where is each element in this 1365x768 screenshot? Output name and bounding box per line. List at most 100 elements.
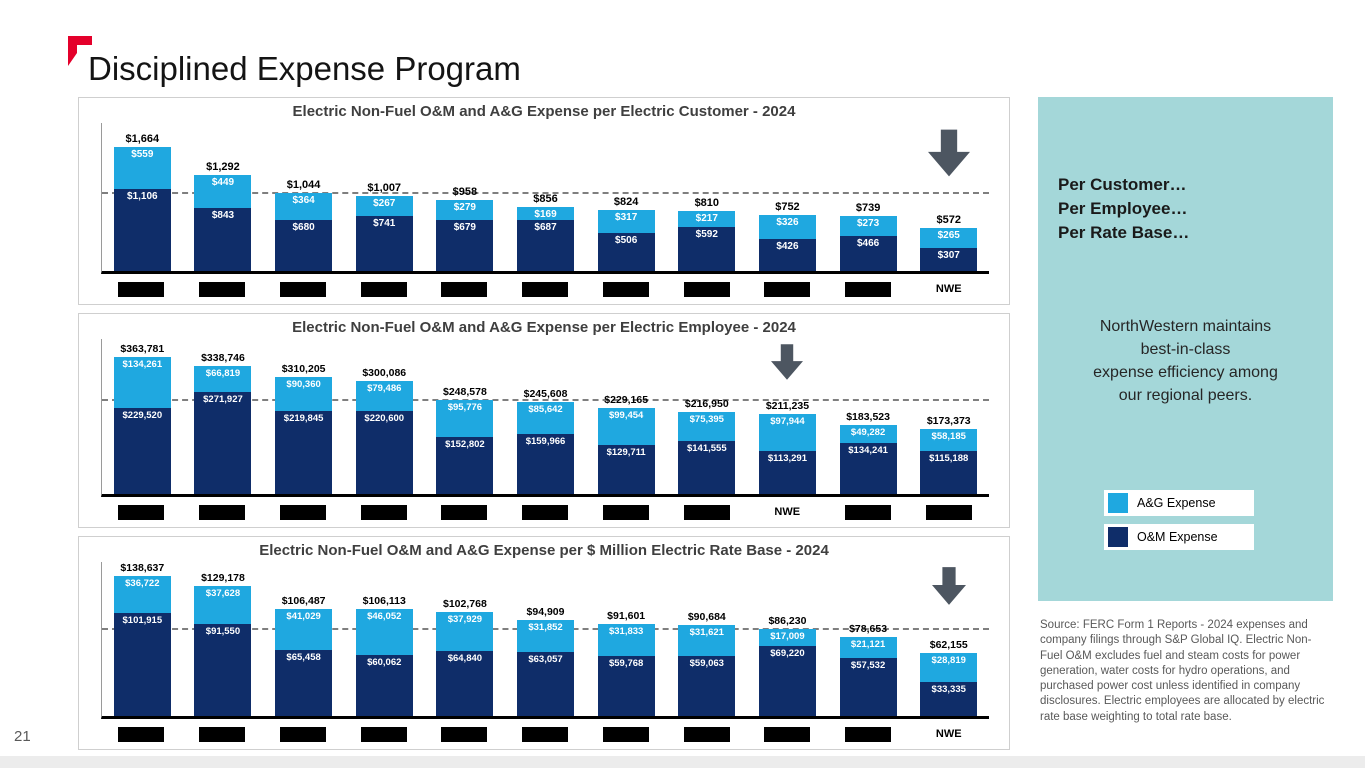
plot-area-per-rate-base: $138,637 $36,722 $101,915 $129,178 $37,628 $9… — [101, 562, 989, 719]
x-axis-cell — [101, 281, 182, 297]
om-value-label: $307 — [937, 250, 960, 262]
bar-total-label: $310,205 — [281, 363, 326, 376]
stacked-bar: $273 $466 — [839, 216, 897, 271]
benchmark-dashed-line — [102, 399, 989, 402]
bar-total-label: $62,155 — [929, 639, 968, 652]
x-axis-labels-per-rate-base: NWE — [101, 719, 989, 749]
bar-total-label: $106,113 — [362, 594, 406, 607]
stacked-bar: $97,944 $113,291 — [758, 414, 816, 494]
x-axis-cell — [505, 504, 586, 520]
category-label-nwe: NWE — [774, 506, 801, 518]
bar-column: $824 $317 $506 — [586, 123, 667, 271]
stacked-bar: $279 $679 — [436, 199, 494, 271]
stacked-bar: $95,776 $152,802 — [436, 400, 494, 494]
bar-total-label: $1,292 — [206, 160, 240, 173]
ag-value-label: $317 — [615, 211, 638, 223]
bar-column: $62,155 $28,819 $33,335 — [908, 562, 989, 716]
redacted-category-label — [279, 281, 326, 297]
om-expense-segment: $113,291 — [758, 451, 816, 494]
chart-title-per-employee: Electric Non-Fuel O&M and A&G Expense pe… — [292, 319, 796, 336]
ag-expense-segment: $265 — [920, 228, 978, 249]
ag-value-label: $79,486 — [367, 383, 402, 395]
stacked-bar: $31,833 $59,768 — [597, 623, 655, 716]
bar-total-label: $856 — [533, 193, 558, 206]
x-axis-cell — [505, 281, 586, 297]
stacked-bar: $326 $426 — [758, 215, 816, 271]
om-value-label: $60,062 — [367, 657, 402, 669]
bar-column: $1,007 $267 $741 — [344, 123, 425, 271]
om-value-label: $159,966 — [525, 435, 566, 447]
ag-value-label: $134,261 — [122, 359, 163, 371]
bar-column: $106,113 $46,052 $60,062 — [344, 562, 425, 716]
redacted-category-label — [360, 281, 407, 297]
om-expense-segment: $229,520 — [113, 407, 171, 494]
redacted-category-label — [683, 504, 730, 520]
ag-expense-segment: $134,261 — [113, 357, 171, 408]
chart-panel-per-employee: Electric Non-Fuel O&M and A&G Expense pe… — [78, 313, 1010, 528]
om-value-label: $219,845 — [283, 413, 324, 425]
bar-column: $1,664 $559 $1,106 — [102, 123, 183, 271]
om-value-label: $741 — [373, 217, 396, 229]
headline-line-per-customer: Per Customer… — [1058, 175, 1187, 194]
ag-value-label: $41,029 — [286, 610, 321, 622]
stacked-bar: $449 $843 — [194, 174, 252, 271]
redacted-category-label — [683, 726, 730, 742]
body-line: expense efficiency among — [1093, 364, 1278, 381]
x-axis-cell — [424, 504, 505, 520]
chart-panel-per-rate-base: Electric Non-Fuel O&M and A&G Expense pe… — [78, 536, 1010, 750]
om-value-label: $229,520 — [122, 409, 163, 421]
bar-column: $245,608 $85,642 $159,966 — [505, 339, 586, 494]
stacked-bar: $90,360 $219,845 — [275, 377, 333, 494]
om-expense-segment: $426 — [758, 239, 816, 271]
om-expense-segment: $115,188 — [920, 450, 978, 494]
bar-column: $338,746 $66,819 $271,927 — [183, 339, 264, 494]
bar-column: $363,781 $134,261 $229,520 — [102, 339, 183, 494]
ag-expense-segment: $36,722 — [113, 576, 171, 614]
ag-expense-segment: $364 — [275, 193, 333, 221]
om-value-label: $59,063 — [689, 658, 724, 670]
om-expense-segment: $141,555 — [678, 440, 736, 494]
x-axis-cell: NWE — [908, 283, 989, 295]
x-axis-cell — [585, 726, 666, 742]
category-label-nwe: NWE — [935, 283, 962, 295]
redacted-category-label — [199, 281, 246, 297]
ag-value-label: $169 — [534, 209, 557, 221]
ag-value-label: $58,185 — [931, 430, 966, 442]
red-corner-accent-icon — [68, 36, 92, 66]
bar-column: $211,235 $97,944 $113,291 — [747, 339, 828, 494]
redacted-category-label — [441, 726, 488, 742]
bar-total-label: $363,781 — [120, 343, 165, 356]
om-expense-segment: $307 — [920, 248, 978, 271]
bar-total-label: $300,086 — [362, 367, 407, 380]
bar-column: $1,044 $364 $680 — [263, 123, 344, 271]
om-expense-segment: $271,927 — [194, 391, 252, 494]
redacted-category-label — [279, 504, 326, 520]
x-axis-cell — [505, 726, 586, 742]
ag-value-label: $37,628 — [205, 587, 241, 599]
om-expense-segment: $506 — [597, 233, 655, 271]
ag-expense-segment: $326 — [758, 215, 816, 240]
om-expense-segment: $91,550 — [194, 623, 252, 716]
x-axis-cell — [585, 281, 666, 297]
benchmark-dashed-line — [102, 191, 989, 194]
ag-expense-segment: $58,185 — [920, 428, 978, 451]
redacted-category-label — [844, 281, 891, 297]
om-expense-segment: $65,458 — [275, 649, 333, 716]
stacked-bar: $79,486 $220,600 — [355, 381, 413, 494]
x-axis-cell — [101, 504, 182, 520]
ag-expense-segment: $49,282 — [839, 424, 897, 444]
stacked-bar: $217 $592 — [678, 210, 736, 271]
ag-expense-segment: $37,628 — [194, 585, 252, 624]
bar-total-label: $129,178 — [201, 571, 245, 584]
om-value-label: $680 — [292, 222, 315, 234]
slide-bottom-edge — [0, 756, 1365, 768]
ag-expense-segment: $317 — [597, 209, 655, 234]
x-axis-cell — [182, 504, 263, 520]
x-axis-cell: NWE — [908, 728, 989, 740]
sidebar-headline: Per Customer… Per Employee… Per Rate Bas… — [1058, 173, 1189, 245]
redacted-category-label — [441, 281, 488, 297]
bar-column: $183,523 $49,282 $134,241 — [828, 339, 909, 494]
bar-total-label: $91,601 — [607, 609, 646, 622]
ag-expense-segment: $449 — [194, 174, 252, 209]
om-expense-segment: $152,802 — [436, 436, 494, 494]
